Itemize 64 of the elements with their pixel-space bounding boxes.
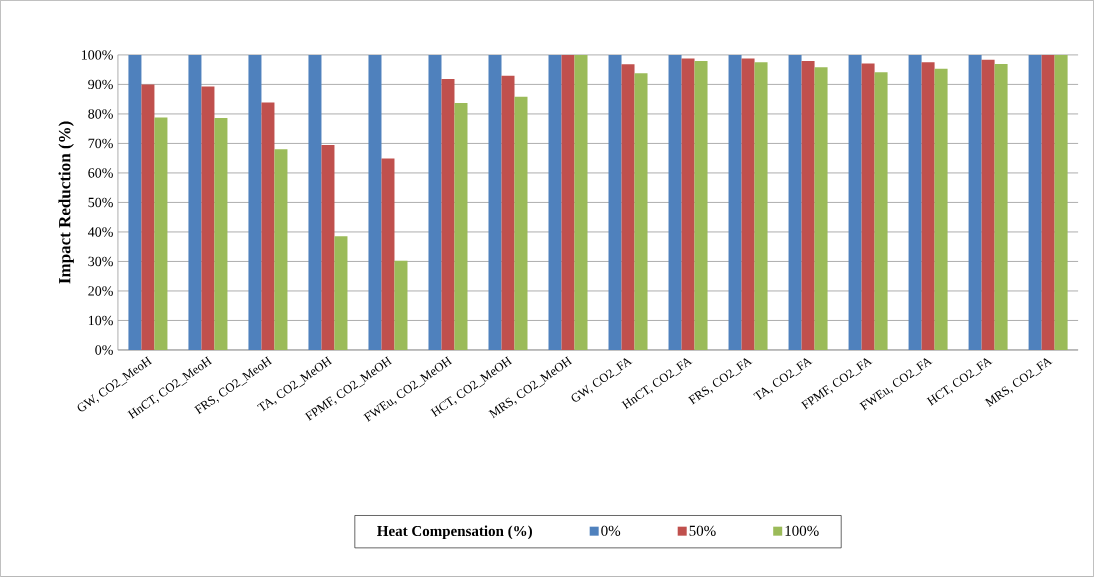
bar (694, 61, 708, 351)
bar (1041, 54, 1055, 351)
bar (394, 260, 408, 351)
y-tick-label: 80% (88, 109, 113, 119)
legend-label: 100% (785, 525, 819, 536)
bar (141, 84, 155, 351)
bar (428, 54, 442, 351)
y-tick-label: 20% (88, 286, 113, 296)
bar (861, 63, 875, 351)
bar (188, 54, 202, 351)
bar (1028, 54, 1042, 351)
bar (668, 54, 682, 351)
bar (994, 64, 1008, 351)
bar (441, 79, 455, 351)
bar (681, 58, 695, 351)
bar (741, 58, 755, 351)
bar (934, 68, 948, 351)
y-tick-label: 90% (88, 79, 113, 90)
bar (848, 54, 862, 351)
bar (814, 67, 828, 351)
bar (561, 54, 575, 351)
bar (514, 96, 528, 351)
bar (321, 144, 335, 351)
bar (968, 54, 982, 351)
legend-title: Heat Compensation (%) (377, 525, 532, 540)
bar (454, 103, 468, 351)
y-tick-label: 100% (81, 50, 113, 60)
bar (548, 54, 562, 351)
bar (788, 54, 802, 351)
y-tick-label: 70% (88, 138, 113, 149)
y-tick-label: 60% (88, 168, 113, 178)
bar (621, 64, 635, 351)
y-tick-label: 50% (88, 197, 113, 208)
bar (381, 158, 395, 351)
bar (334, 236, 348, 351)
bar (608, 54, 622, 351)
bar (801, 61, 815, 351)
bar (248, 54, 262, 351)
bar (921, 62, 935, 351)
bar (154, 117, 168, 351)
y-tick-label: 30% (88, 256, 113, 267)
bar (368, 54, 382, 351)
bar (634, 73, 648, 351)
legend-label: 0% (601, 525, 621, 536)
bar (201, 86, 215, 351)
legend-label: 50% (689, 525, 716, 536)
bar (981, 59, 995, 351)
y-tick-label: 40% (87, 227, 113, 237)
bar (308, 54, 322, 351)
bar (1054, 54, 1068, 351)
y-axis-title: Impact Reduction (%) (58, 121, 74, 284)
bar (214, 118, 228, 351)
bar (128, 54, 142, 351)
bar (754, 62, 768, 351)
bar (728, 54, 742, 351)
bar (274, 149, 288, 351)
bar (874, 72, 888, 351)
y-tick-label: 0% (95, 345, 113, 355)
y-tick-label: 10% (88, 315, 113, 326)
bar (488, 54, 502, 351)
bar (574, 54, 588, 351)
bar (908, 54, 922, 351)
bar (261, 102, 275, 351)
bar (501, 75, 515, 351)
